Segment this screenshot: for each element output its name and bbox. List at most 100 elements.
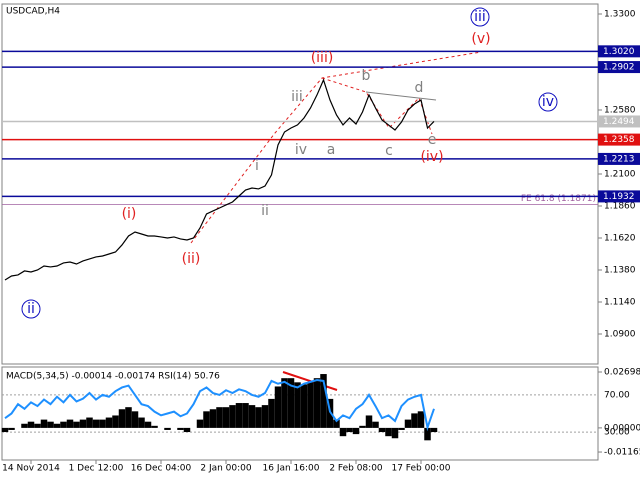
macd-bar — [333, 419, 340, 428]
macd-bar — [21, 423, 28, 428]
macd-bar — [398, 427, 405, 430]
price-line — [4, 78, 435, 281]
y2-tick-label: 70.00 — [604, 390, 630, 400]
level-box — [598, 61, 640, 74]
macd-bar — [385, 427, 392, 437]
macd-bar — [300, 384, 308, 428]
macd-bar — [99, 419, 106, 428]
level-box — [598, 133, 640, 146]
macd-bar — [372, 421, 379, 428]
macd-bar — [222, 407, 230, 428]
level-label: 1.2494 — [603, 117, 635, 127]
macd-bar — [365, 415, 373, 428]
macd-bar — [281, 378, 288, 428]
wave-label: ii — [261, 203, 269, 219]
macd-bar — [326, 398, 334, 428]
x-tick-label: 2 Feb 08:00 — [329, 464, 383, 474]
rsi-line — [4, 378, 435, 432]
wave-label: iv — [295, 142, 307, 158]
macd-bar — [34, 423, 41, 428]
y2-tick-label: 30.00 — [604, 428, 630, 438]
macd-bar — [294, 382, 301, 428]
macd-bar — [346, 427, 353, 433]
indicator-title: MACD(5,34,5) -0.00014 -0.00174 RSI(14) 5… — [6, 372, 220, 382]
wave-label: i — [255, 158, 259, 174]
macd-bar — [144, 421, 152, 428]
level-label: 1.3020 — [603, 47, 635, 57]
y-tick-label: 1.3300 — [604, 10, 636, 20]
wave-label: e — [428, 132, 437, 148]
macd-bar — [404, 419, 412, 428]
wave-label: iii — [291, 89, 303, 105]
macd-bar — [248, 405, 256, 428]
macd-bar — [261, 405, 269, 428]
macd-bar — [229, 405, 236, 428]
x-tick-label: 14 Nov 2014 — [2, 464, 60, 474]
chart-title: USDCAD,H4 — [6, 7, 60, 17]
macd-bar — [60, 421, 67, 428]
x-tick-label: 16 Jan 16:00 — [263, 464, 320, 474]
indicator-panel-frame — [1, 366, 599, 461]
macd-bar — [242, 403, 249, 428]
macd-bar — [307, 382, 314, 428]
trend-line — [365, 91, 437, 101]
macd-bar — [203, 411, 210, 428]
wave-label: (iii) — [311, 50, 334, 66]
level-label: 1.1932 — [603, 192, 635, 202]
macd-bar — [209, 409, 217, 428]
y-tick-label: 1.2580 — [604, 106, 636, 116]
macd-bar — [378, 427, 386, 433]
macd-bar — [339, 427, 347, 437]
macd-bar — [320, 374, 327, 428]
main-panel-frame — [1, 3, 599, 365]
macd-bar — [411, 413, 418, 428]
macd-bar — [73, 421, 80, 428]
macd-bar — [196, 419, 204, 428]
x-tick-label: 17 Feb 00:00 — [391, 464, 450, 474]
y-tick-label: -0.01165 — [604, 448, 640, 458]
macd-bar — [424, 427, 431, 441]
macd-bar — [235, 403, 243, 428]
macd-bar — [287, 378, 295, 428]
macd-bar — [8, 427, 15, 430]
macd-bar — [27, 421, 35, 428]
wave-label: (iv) — [420, 149, 443, 165]
level-box — [598, 190, 640, 203]
y-tick-label: 1.1860 — [604, 202, 636, 212]
macd-bar — [118, 409, 126, 428]
y-tick-label: 1.1140 — [604, 298, 636, 308]
wave-label: iv — [542, 94, 554, 110]
wave-label: (v) — [471, 31, 490, 47]
macd-bar — [151, 425, 158, 428]
wave-label: b — [362, 68, 371, 84]
level-box — [598, 115, 640, 128]
y-tick-label: 1.1380 — [604, 266, 636, 276]
macd-bar — [105, 417, 113, 428]
level-label: 1.2358 — [603, 135, 635, 145]
fe-level-label: FE 61.8 (1.1871) — [521, 194, 596, 204]
macd-bar — [359, 425, 366, 428]
macd-bar — [177, 427, 184, 430]
wave-circle — [538, 92, 558, 112]
macd-bar — [92, 419, 100, 428]
y-tick-label: 1.0900 — [604, 330, 636, 340]
macd-bar — [164, 427, 171, 430]
y-tick-label: 1.2100 — [604, 170, 636, 180]
macd-bar — [255, 407, 262, 428]
level-label: 1.2902 — [603, 63, 635, 73]
macd-bar — [391, 427, 399, 439]
y-tick-label: 1.1620 — [604, 234, 636, 244]
wave-label: ii — [27, 301, 35, 317]
macd-bar — [430, 427, 438, 433]
macd-bar — [131, 411, 139, 428]
macd-bar — [40, 419, 48, 428]
macd-bar — [313, 378, 321, 428]
macd-bar — [79, 419, 87, 428]
macd-bar — [112, 415, 119, 428]
macd-bar — [66, 419, 74, 428]
x-tick-label: 1 Dec 12:00 — [69, 464, 124, 474]
x-tick-label: 16 Dec 04:00 — [131, 464, 192, 474]
x-tick-label: 2 Jan 00:00 — [200, 464, 252, 474]
wave-label: (ii) — [182, 251, 201, 267]
